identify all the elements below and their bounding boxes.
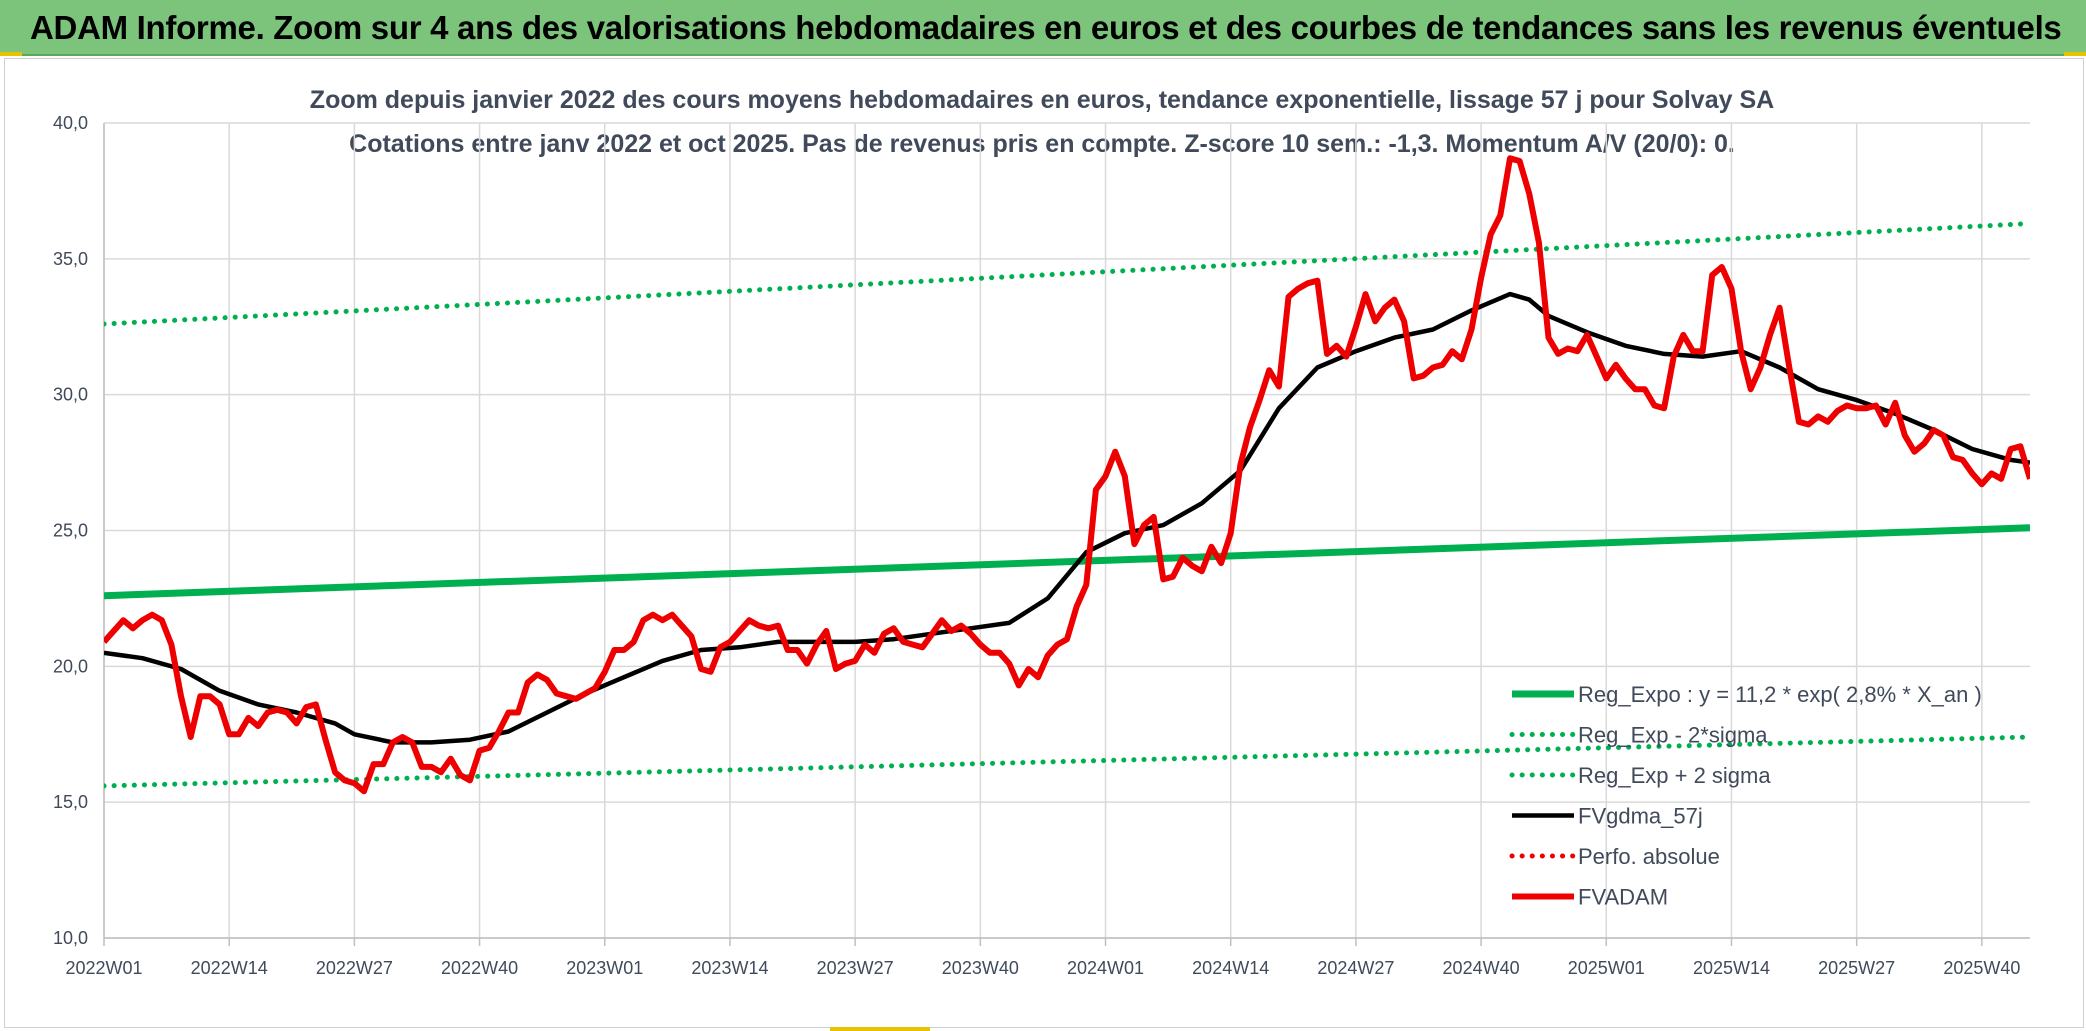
series-line-reg-expo-y-11-2-exp-2-8-x-an — [104, 524, 2030, 600]
y-tick-label: 15,0 — [53, 792, 88, 812]
x-tick-label: 2025W01 — [1568, 958, 1645, 978]
chart-title: Zoom depuis janvier 2022 des cours moyen… — [310, 86, 1774, 114]
y-tick-label: 25,0 — [53, 521, 88, 541]
series-line-reg-exp-2-sigma — [104, 221, 2030, 327]
y-tick-label: 20,0 — [53, 656, 88, 676]
legend-label: Reg_Exp - 2*sigma — [1578, 723, 1768, 748]
x-tick-label: 2022W40 — [441, 958, 518, 978]
chart-legend: Reg_Expo : y = 11,2 * exp( 2,8% * X_an )… — [1509, 682, 1982, 910]
x-tick-label: 2022W14 — [191, 958, 268, 978]
x-tick-label: 2024W27 — [1317, 958, 1394, 978]
legend-label: Reg_Exp + 2 sigma — [1578, 763, 1771, 788]
header-corner-accent-left — [0, 52, 22, 56]
series-line-reg-exp-2-sigma — [104, 734, 2030, 789]
series-line-fvgdma-57j — [104, 291, 2030, 745]
report-header-bar: ADAM Informe. Zoom sur 4 ans des valoris… — [0, 0, 2086, 56]
y-tick-label: 10,0 — [53, 928, 88, 948]
y-tick-label: 40,0 — [53, 113, 88, 133]
legend-label: FVADAM — [1578, 885, 1668, 910]
bottom-accent-mark — [830, 1027, 930, 1031]
chart-frame — [4, 58, 2084, 1028]
x-tick-label: 2025W40 — [1943, 958, 2020, 978]
header-corner-accent-right — [2064, 52, 2086, 56]
chart-series — [104, 155, 2030, 795]
x-tick-label: 2022W01 — [65, 958, 142, 978]
x-tick-label: 2025W14 — [1693, 958, 1770, 978]
y-tick-label: 30,0 — [53, 385, 88, 405]
x-tick-label: 2023W01 — [566, 958, 643, 978]
x-tick-label: 2024W14 — [1192, 958, 1269, 978]
y-tick-label: 35,0 — [53, 249, 88, 269]
report-title: ADAM Informe. Zoom sur 4 ans des valoris… — [30, 9, 2062, 46]
chart-axes: 10,0 15,0 20,0 25,0 30,0 35,0 40,0 2022W01 2022W… — [53, 113, 2030, 978]
x-tick-label: 2024W40 — [1443, 958, 1520, 978]
chart-subtitle: Cotations entre janv 2022 et oct 2025. P… — [349, 130, 1735, 158]
x-tick-label: 2022W27 — [316, 958, 393, 978]
legend-label: Reg_Expo : y = 11,2 * exp( 2,8% * X_an ) — [1578, 682, 1982, 707]
x-tick-label: 2023W27 — [817, 958, 894, 978]
legend-label: Perfo. absolue — [1578, 844, 1720, 869]
x-tick-label: 2023W14 — [691, 958, 768, 978]
series-line-fvadam — [104, 155, 2030, 795]
legend-label: FVgdma_57j — [1578, 804, 1703, 829]
x-tick-label: 2024W01 — [1067, 958, 1144, 978]
x-tick-label: 2023W40 — [942, 958, 1019, 978]
chart-grid — [103, 122, 2030, 939]
x-tick-label: 2025W27 — [1818, 958, 1895, 978]
